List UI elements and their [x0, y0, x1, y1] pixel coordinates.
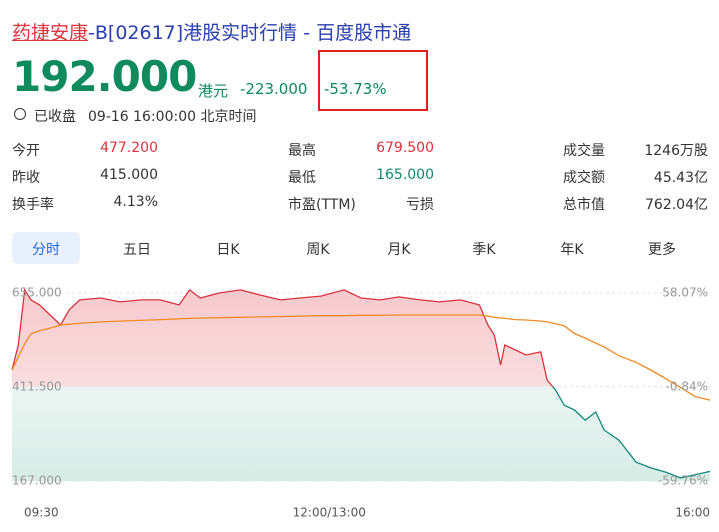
- stat-label: 最低: [288, 170, 316, 186]
- status-icon: [14, 108, 26, 120]
- stat-label: 成交额: [563, 170, 605, 186]
- price-line: [551, 386, 711, 479]
- y2-tick-label: -0.84%: [666, 379, 708, 393]
- tab[interactable]: 年K: [560, 242, 584, 258]
- x-tick-label: 12:00/13:00: [293, 506, 366, 520]
- stat-label: 换手率: [12, 197, 54, 213]
- tab[interactable]: 季K: [472, 242, 496, 258]
- status-time: 09-16 16:00:00 北京时间: [88, 109, 257, 125]
- tab[interactable]: 五日: [123, 242, 151, 258]
- stat-value: 415.000: [100, 167, 158, 183]
- y2-tick-label: 58.07%: [662, 286, 708, 300]
- status: 已收盘: [34, 109, 76, 125]
- highlight-box: [318, 50, 428, 111]
- price-line: [11, 287, 554, 387]
- price-area: [12, 289, 553, 387]
- y-tick-label: 655.000: [12, 286, 62, 300]
- tab[interactable]: 分时: [32, 242, 60, 258]
- change-pct: -53.73%: [324, 80, 387, 98]
- stat-value: 762.04亿: [645, 197, 708, 213]
- change: -223.000: [240, 80, 308, 98]
- stat-label: 今开: [12, 143, 40, 159]
- y2-tick-label: -59.76%: [658, 474, 708, 488]
- x-tick-label: 09:30: [24, 506, 59, 520]
- stat-label: 市盈(TTM): [288, 197, 356, 213]
- currency: 港元: [198, 82, 229, 100]
- stat-label: 总市值: [563, 197, 605, 213]
- avg-line: [11, 314, 711, 401]
- stat-value: 679.500: [376, 140, 434, 156]
- tab[interactable]: 周K: [306, 242, 330, 258]
- price-area: [12, 386, 710, 481]
- stat-value: 45.43亿: [653, 170, 708, 186]
- tab[interactable]: 更多: [648, 242, 676, 258]
- title-rest[interactable]: -B[02617]港股实时行情 - 百度股市通: [88, 22, 412, 44]
- active-tab-bg: [12, 232, 80, 264]
- price: 192.000: [12, 52, 197, 101]
- stat-value: 亏损: [406, 197, 434, 213]
- stock-name[interactable]: 药捷安康: [12, 22, 89, 44]
- y-tick-label: 411.500: [12, 379, 62, 393]
- tab[interactable]: 月K: [387, 242, 411, 258]
- stat-label: 成交量: [563, 143, 605, 159]
- stat-value: 1246万股: [644, 143, 708, 159]
- x-tick-label: 16:00: [675, 506, 710, 520]
- stat-label: 昨收: [12, 170, 40, 186]
- stat-label: 最高: [288, 143, 316, 159]
- page-title: 药捷安康-B[02617]港股实时行情 - 百度股市通: [12, 18, 411, 45]
- tab[interactable]: 日K: [216, 242, 240, 258]
- stat-value: 165.000: [376, 167, 434, 183]
- y-tick-label: 167.000: [12, 474, 62, 488]
- stat-value: 477.200: [100, 140, 158, 156]
- chart: 655.000 411.500 167.000 58.07% -0.84% -59.76%…: [11, 286, 711, 520]
- stat-value: 4.13%: [113, 194, 158, 210]
